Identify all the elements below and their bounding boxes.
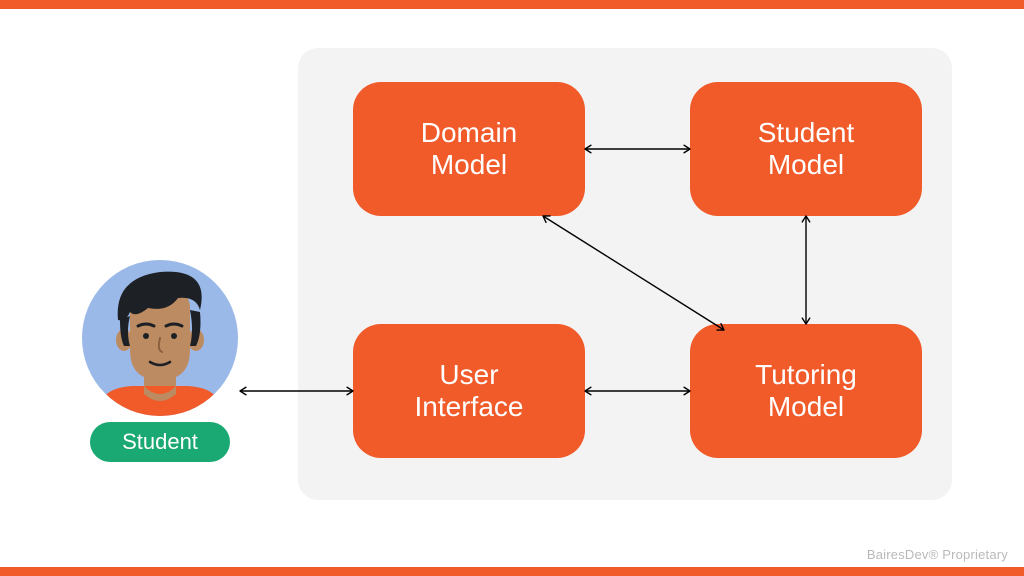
accent-bar-bottom — [0, 567, 1024, 576]
node-domain-model: Domain Model — [353, 82, 585, 216]
accent-bar-top — [0, 0, 1024, 9]
student-label: Student — [90, 422, 230, 462]
node-user-interface: User Interface — [353, 324, 585, 458]
footer-proprietary: BairesDev® Proprietary — [867, 547, 1008, 562]
node-student-line1: Student — [758, 117, 855, 149]
student-label-text: Student — [122, 429, 198, 455]
node-student-model: Student Model — [690, 82, 922, 216]
footer-proprietary-text: BairesDev® Proprietary — [867, 547, 1008, 562]
node-domain-line2: Model — [421, 149, 517, 181]
node-student-line2: Model — [758, 149, 855, 181]
node-domain-line1: Domain — [421, 117, 517, 149]
node-ui-line1: User — [415, 359, 524, 391]
node-tutoring-model: Tutoring Model — [690, 324, 922, 458]
diagram-canvas: Student Domain Model Student Model User … — [0, 0, 1024, 576]
node-ui-line2: Interface — [415, 391, 524, 423]
node-tutoring-line2: Model — [755, 391, 857, 423]
student-avatar — [60, 238, 260, 438]
node-tutoring-line1: Tutoring — [755, 359, 857, 391]
